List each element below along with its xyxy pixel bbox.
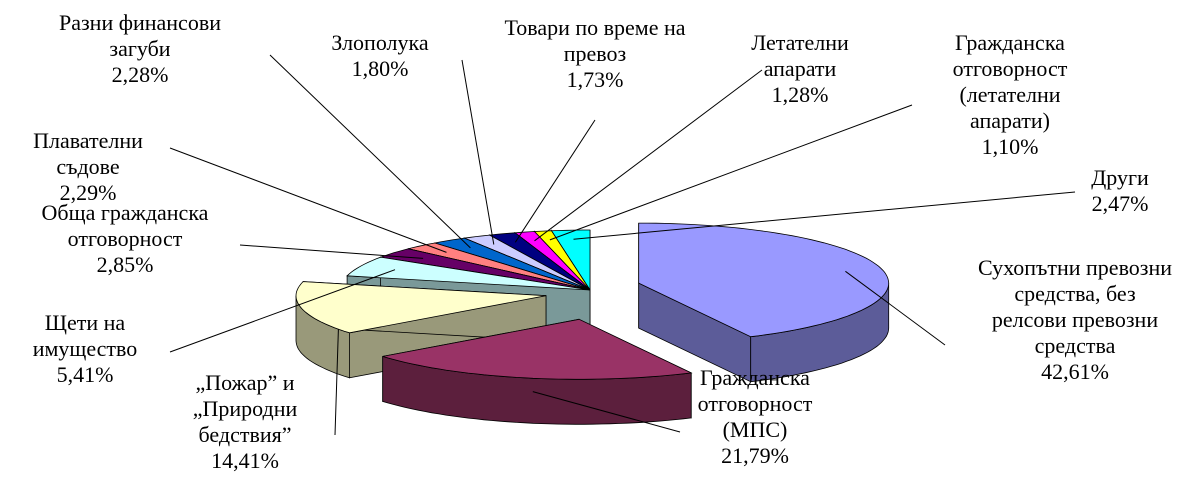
slice-label: Сухопътни превозни средства, без релсови… — [975, 255, 1175, 385]
slice-label: Товари по време на превоз 1,73% — [495, 15, 695, 93]
category-label: Сухопътни превозни средства, без релсови… — [977, 255, 1173, 358]
slice-label: Разни финансови загуби 2,28% — [40, 10, 240, 88]
leader-line — [532, 391, 681, 433]
category-label: „Пожар” и „Природни бедствия” — [192, 370, 298, 447]
slice-label: Злополука 1,80% — [310, 30, 450, 82]
leader-line — [845, 270, 946, 346]
leader-line — [239, 244, 424, 259]
value-label: 2,29% — [59, 180, 117, 205]
leader-line — [169, 269, 396, 353]
value-label: 1,73% — [566, 67, 624, 92]
slice-top — [380, 248, 591, 291]
category-label: Плавателни съдове — [33, 128, 143, 179]
category-label: Други — [1091, 165, 1149, 190]
slice-top — [382, 318, 693, 380]
category-label: Гражданска отговорност (МПС) — [697, 365, 813, 442]
value-label: 2,47% — [1091, 191, 1149, 216]
slice-label: Обща гражданска отговорност 2,85% — [5, 200, 245, 278]
value-label: 1,10% — [981, 134, 1039, 159]
value-label: 5,41% — [56, 362, 114, 387]
slice — [295, 281, 547, 379]
slice-top — [434, 237, 591, 291]
slice-label: Други 2,47% — [1070, 165, 1170, 217]
category-label: Гражданска отговорност (летателни апарат… — [952, 30, 1068, 133]
value-label: 2,85% — [96, 252, 154, 277]
slice — [638, 222, 890, 383]
category-label: Летателни апарати — [751, 30, 849, 81]
leader-line — [549, 104, 913, 241]
leader-line — [269, 54, 471, 249]
leader-line — [169, 147, 447, 253]
leader-line — [461, 59, 495, 245]
value-label: 1,28% — [771, 82, 829, 107]
slice-label: Щети на имущество 5,41% — [10, 310, 160, 388]
category-label: Злополука — [331, 30, 429, 55]
value-label: 42,61% — [1041, 359, 1109, 384]
slice-top — [638, 222, 890, 338]
slice-label: Гражданска отговорност (МПС) 21,79% — [670, 365, 840, 469]
category-label: Щети на имущество — [32, 310, 138, 361]
slice-top — [346, 256, 591, 291]
category-label: Обща гражданска отговорност — [41, 200, 209, 251]
value-label: 2,28% — [111, 62, 169, 87]
leader-line — [514, 119, 596, 243]
value-label: 14,41% — [211, 448, 279, 473]
value-label: 21,79% — [721, 443, 789, 468]
slice-label: Гражданска отговорност (летателни апарат… — [935, 30, 1085, 160]
slice-label: „Пожар” и „Природни бедствия” 14,41% — [160, 370, 330, 474]
category-label: Товари по време на превоз — [504, 15, 686, 66]
slice-top — [295, 281, 547, 334]
category-label: Разни финансови загуби — [58, 10, 221, 61]
slice-label: Летателни апарати 1,28% — [735, 30, 865, 108]
slice-label: Плавателни съдове 2,29% — [3, 128, 173, 206]
leader-line — [573, 191, 1076, 240]
value-label: 1,80% — [351, 56, 409, 81]
leader-line — [334, 329, 339, 436]
slice — [382, 318, 693, 425]
leader-line — [534, 69, 763, 242]
